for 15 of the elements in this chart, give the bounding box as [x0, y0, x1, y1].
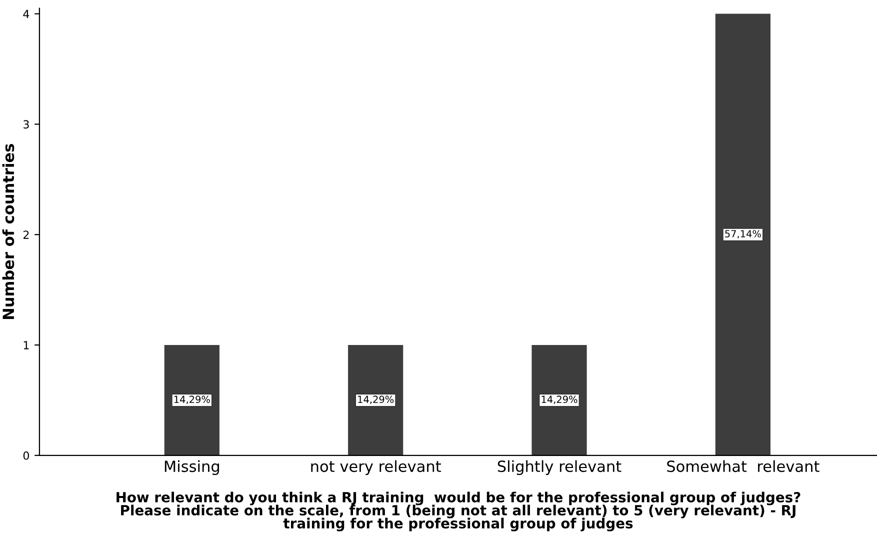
y-tick-label: 1 [24, 341, 29, 350]
y-tick-label: 2 [23, 230, 29, 239]
x-tick-label: Somewhat relevant [667, 460, 820, 472]
annotation: 57,14% [725, 230, 761, 238]
y-tick-label: 3 [24, 120, 29, 129]
annotation: 14,29% [174, 396, 210, 404]
y-tick-label: 0 [23, 451, 30, 460]
x-tick-label: Missing [164, 460, 220, 476]
y-axis-title: Number of countries [2, 144, 14, 319]
annotation: 14,29% [358, 396, 394, 404]
annotation: 14,29% [542, 396, 578, 404]
x-tick-label: not very relevant [311, 460, 441, 476]
x-tick-label: Slightly relevant [498, 460, 622, 476]
y-tick-label: 4 [23, 10, 30, 18]
x-axis-title: How relevant do you think a RJ training would be for the professional group of judges? Please indicate on the scale, from 1 (being not at all relevant) to 5 (very relevant) - RJ training for the professional group of judges [116, 492, 800, 532]
